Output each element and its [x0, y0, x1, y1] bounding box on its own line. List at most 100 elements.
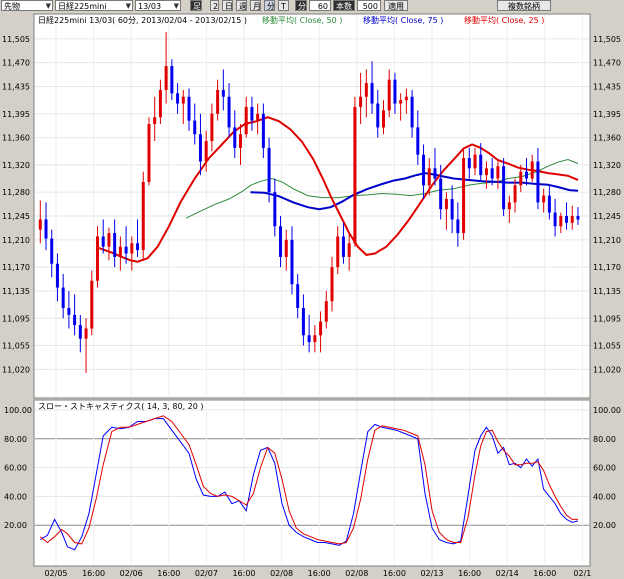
price-tick-label-right: 11,170 — [593, 263, 621, 272]
candlestick — [319, 311, 323, 353]
candle-body — [462, 158, 466, 234]
candle-body — [427, 168, 431, 186]
candle-body — [404, 96, 408, 101]
stochastic-tick-label-right: 100.00 — [593, 406, 621, 415]
candle-body — [233, 127, 237, 148]
candle-body — [364, 83, 368, 97]
candle-body — [347, 243, 351, 257]
apply-button[interactable]: 適用 — [384, 0, 408, 11]
candlestick — [324, 290, 328, 329]
candle-body — [101, 236, 105, 247]
chevron-down-icon: ▼ — [45, 2, 51, 10]
candlestick — [256, 103, 260, 135]
period-button-tick[interactable]: T — [278, 0, 289, 11]
compare-symbols-button[interactable]: 複数銘柄 — [497, 0, 551, 11]
market-select[interactable]: 先物 ▼ — [1, 0, 53, 11]
candlestick — [462, 147, 466, 240]
candle-body — [279, 226, 283, 257]
period-button-2[interactable]: 2 — [210, 0, 219, 11]
candlestick — [44, 202, 48, 251]
candlestick — [410, 89, 414, 138]
stochastic-y-axis: 100.00 100.00 80.00 80.00 60.00 60.00 40.00 40.… — [4, 406, 621, 530]
price-tick-label: 11,095 — [2, 314, 30, 323]
candle-body — [84, 328, 88, 339]
candlestick — [393, 72, 397, 114]
candle-body — [530, 161, 534, 179]
price-tick-label: 11,245 — [2, 212, 30, 221]
candlestick — [141, 171, 145, 261]
candlestick — [313, 325, 317, 353]
candle-body — [107, 233, 111, 247]
price-tick-label-right: 11,470 — [593, 59, 621, 68]
contract-select[interactable]: 13/03 ▼ — [135, 0, 181, 11]
legend-ma-50: 移動平均( Close, 50 ) — [262, 15, 342, 25]
price-tick-label: 11,055 — [2, 342, 30, 351]
candlestick — [341, 222, 345, 264]
candlestick — [387, 69, 391, 118]
price-tick-label: 11,170 — [2, 263, 30, 272]
period-button-week[interactable]: 週 — [236, 0, 247, 11]
candle-body — [296, 284, 300, 309]
candlestick — [404, 88, 408, 114]
candlestick — [95, 226, 99, 288]
candle-body — [187, 96, 191, 121]
candle-body — [136, 243, 140, 251]
candlestick — [439, 164, 443, 220]
candle-body — [393, 79, 397, 104]
candlestick — [519, 164, 523, 193]
candlestick — [50, 229, 54, 278]
candlestick — [204, 130, 208, 172]
toolbar: 先物 ▼ 日経225mini ▼ 13/03 ▼ 足 2 日 週 月 分 T 分 60… — [0, 0, 624, 13]
candlestick — [221, 69, 225, 111]
candlestick — [164, 32, 168, 104]
period-button-minute[interactable]: 分 — [264, 0, 275, 11]
candle-body — [267, 147, 271, 193]
time-tick-label: 02/05 — [44, 569, 67, 578]
price-tick-label-right: 11,280 — [593, 188, 621, 197]
candle-body — [307, 335, 311, 343]
candlestick — [370, 61, 374, 114]
candlestick — [198, 113, 202, 176]
period-button-month[interactable]: 月 — [250, 0, 261, 11]
candle-body — [164, 66, 168, 90]
candlestick — [484, 161, 488, 189]
candlestick — [416, 110, 420, 165]
candlestick — [565, 202, 569, 230]
candle-body — [422, 154, 426, 186]
candlestick — [233, 110, 237, 159]
candlestick — [90, 270, 94, 336]
legend-ma-25: 移動平均( Close, 25 ) — [464, 15, 544, 25]
candlestick — [113, 219, 117, 268]
candlestick — [187, 88, 191, 131]
product-select[interactable]: 日経225mini ▼ — [55, 0, 133, 11]
period-button-day[interactable]: 日 — [222, 0, 233, 11]
candlestick — [147, 117, 151, 186]
candlestick — [290, 226, 294, 295]
candle-body — [370, 83, 374, 104]
stochastic-tick-label-right: 20.00 — [593, 521, 616, 530]
candle-body — [193, 120, 197, 135]
candlestick — [158, 79, 162, 125]
candlestick — [176, 83, 180, 114]
candle-body — [210, 113, 214, 142]
candle-body — [542, 195, 546, 203]
candle-body — [444, 198, 448, 210]
price-tick-label-right: 11,505 — [593, 35, 621, 44]
bars-value-input[interactable]: 500 — [357, 0, 381, 11]
candle-body — [256, 113, 260, 121]
candlestick — [359, 72, 363, 125]
candle-body — [513, 185, 517, 203]
candlestick — [84, 318, 88, 373]
time-tick-label: 16:00 — [533, 569, 556, 578]
candlestick — [547, 185, 551, 220]
price-tick-label-right: 11,245 — [593, 212, 621, 221]
minute-value-input[interactable]: 60 — [309, 0, 331, 11]
candle-body — [113, 233, 117, 257]
candlestick — [336, 226, 340, 274]
candle-body — [399, 100, 403, 104]
candle-body — [273, 192, 277, 227]
time-tick-label: 16:00 — [458, 569, 481, 578]
candle-body — [227, 96, 231, 128]
candlestick — [399, 93, 403, 121]
candlestick — [524, 158, 528, 186]
